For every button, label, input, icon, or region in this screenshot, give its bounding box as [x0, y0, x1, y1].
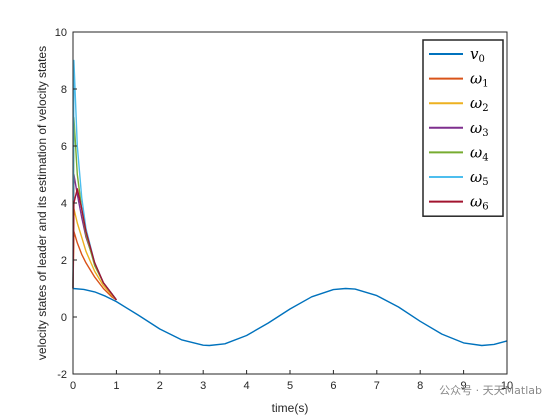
- legend-entry-label: ω1: [470, 70, 489, 90]
- x-tick-label: 0: [70, 380, 76, 392]
- x-tick-label: 4: [244, 380, 250, 392]
- x-tick-label: 5: [287, 380, 293, 392]
- x-tick-label: 6: [330, 380, 336, 392]
- legend: v0 ω1 ω2 ω3 ω4 ω5 ω6: [422, 39, 504, 217]
- y-tick-label: 0: [61, 312, 67, 324]
- x-axis-label: time(s): [272, 401, 309, 415]
- y-axis-label: velocity states of leader and its estima…: [35, 46, 49, 360]
- legend-entry-label: ω6: [470, 193, 489, 213]
- series-line-v0: [72, 287, 508, 347]
- legend-entry-label: ω5: [470, 168, 489, 188]
- watermark: 公众号 · 天天Matlab: [439, 384, 542, 397]
- x-tick-label: 8: [417, 380, 423, 392]
- y-tick-label: 4: [61, 198, 67, 210]
- y-tick-label: 2: [61, 255, 67, 267]
- y-tick-label: 6: [61, 141, 67, 153]
- y-tick-label: -2: [57, 369, 67, 381]
- x-tick-label: 3: [200, 380, 206, 392]
- x-tick-label: 7: [374, 380, 380, 392]
- y-tick-label: 8: [61, 84, 67, 96]
- legend-entry-label: v0: [470, 45, 485, 65]
- x-tick-label: 1: [113, 380, 119, 392]
- x-tick-label: 9: [461, 380, 467, 392]
- x-axis-ticks: 0 1 2 3 4 5 6 7 8 9 10: [70, 370, 513, 392]
- series-line-ω2: [72, 207, 117, 301]
- series-line-ω1: [72, 230, 117, 301]
- x-tick-label: 10: [501, 380, 513, 392]
- legend-entry-label: ω4: [470, 143, 489, 163]
- x-tick-label: 2: [157, 380, 163, 392]
- y-axis-ticks: -2 0 2 4 6 8 10: [55, 27, 77, 381]
- legend-entry-label: ω3: [470, 119, 489, 139]
- y-tick-label: 10: [55, 27, 67, 39]
- series-line-ω6: [72, 188, 117, 301]
- legend-entry-label: ω2: [470, 94, 489, 114]
